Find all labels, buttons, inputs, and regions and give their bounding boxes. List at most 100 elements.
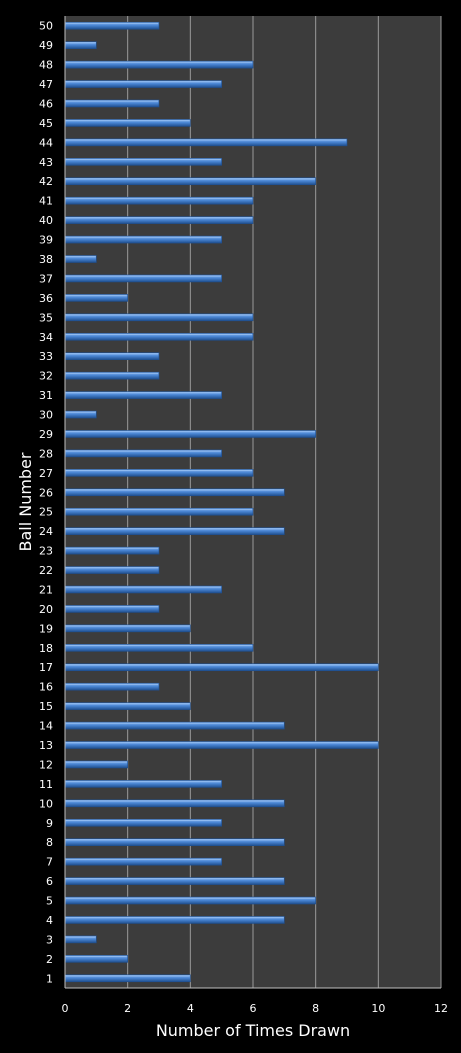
bar-ball-19 <box>64 624 191 633</box>
bar-ball-4 <box>64 916 285 924</box>
x-tick-label: 8 <box>312 1002 319 1015</box>
y-tick-label: 7 <box>46 856 53 869</box>
bar-ball-14 <box>64 721 285 730</box>
y-tick-label: 12 <box>39 758 53 771</box>
y-axis-title: Ball Number <box>16 452 35 551</box>
axes <box>64 16 441 989</box>
y-tick-label: 9 <box>46 817 53 830</box>
y-tick-label: 18 <box>39 642 53 655</box>
bar-ball-43 <box>64 158 222 166</box>
y-tick-labels: 1234567891011121314151617181920212223242… <box>39 20 53 986</box>
y-tick-label: 22 <box>39 564 53 577</box>
x-tick-labels: 0 2 4 6 8 10 12 <box>62 1002 449 1015</box>
bar-ball-38 <box>64 255 97 263</box>
y-tick-label: 1 <box>46 972 53 985</box>
y-tick-label: 19 <box>39 622 53 635</box>
y-tick-label: 34 <box>39 331 53 344</box>
bar-ball-36 <box>64 294 128 302</box>
y-tick-label: 41 <box>39 195 53 208</box>
y-tick-label: 14 <box>39 720 53 733</box>
bar-ball-33 <box>64 352 160 361</box>
bar-ball-37 <box>64 274 222 283</box>
y-tick-label: 15 <box>39 700 53 713</box>
bar-ball-35 <box>64 313 254 322</box>
y-tick-label: 48 <box>39 59 53 72</box>
y-tick-label: 13 <box>39 739 53 752</box>
x-tick-label: 10 <box>371 1002 385 1015</box>
bar-ball-5 <box>64 896 316 905</box>
bar-ball-11 <box>64 780 222 788</box>
x-tick-label: 0 <box>62 1002 69 1015</box>
y-tick-label: 24 <box>39 525 53 538</box>
bar-ball-21 <box>64 585 222 594</box>
y-tick-label: 39 <box>39 234 53 247</box>
y-tick-label: 17 <box>39 661 53 674</box>
y-tick-label: 27 <box>39 467 53 480</box>
bar-ball-42 <box>64 177 316 186</box>
y-tick-label: 33 <box>39 350 53 363</box>
y-tick-label: 10 <box>39 797 53 810</box>
y-tick-label: 30 <box>39 409 53 422</box>
bar-ball-20 <box>64 605 160 613</box>
bar-ball-2 <box>64 955 128 963</box>
bar-ball-17 <box>64 663 379 672</box>
y-tick-label: 6 <box>46 875 53 888</box>
y-tick-label: 47 <box>39 78 53 91</box>
bar-ball-29 <box>64 430 316 438</box>
y-tick-label: 42 <box>39 175 53 188</box>
bar-ball-18 <box>64 643 254 652</box>
bar-ball-16 <box>64 682 160 691</box>
y-tick-label: 3 <box>46 933 53 946</box>
y-tick-label: 26 <box>39 486 53 499</box>
bar-ball-47 <box>64 80 222 88</box>
x-tick-label: 2 <box>124 1002 131 1015</box>
bar-ball-1 <box>64 974 191 983</box>
y-tick-label: 49 <box>39 39 53 52</box>
y-tick-label: 11 <box>39 778 53 791</box>
bar-ball-28 <box>64 449 222 458</box>
y-tick-label: 2 <box>46 953 53 966</box>
x-tick-label: 6 <box>250 1002 257 1015</box>
y-tick-label: 4 <box>46 914 53 927</box>
y-tick-label: 44 <box>39 136 53 149</box>
bar-ball-10 <box>64 799 285 808</box>
y-tick-label: 32 <box>39 370 53 383</box>
y-tick-label: 20 <box>39 603 53 616</box>
y-tick-label: 40 <box>39 214 53 227</box>
y-tick-label: 23 <box>39 545 53 558</box>
y-tick-label: 29 <box>39 428 53 441</box>
y-tick-label: 28 <box>39 447 53 460</box>
bar-ball-12 <box>64 760 128 769</box>
y-tick-label: 46 <box>39 97 53 110</box>
bar-ball-49 <box>64 41 97 49</box>
bar-ball-46 <box>64 99 160 108</box>
y-tick-label: 37 <box>39 272 53 285</box>
bar-ball-32 <box>64 371 160 380</box>
bar-ball-48 <box>64 60 254 69</box>
bar-ball-30 <box>64 410 97 419</box>
y-tick-label: 38 <box>39 253 53 266</box>
bar-ball-26 <box>64 488 285 497</box>
bar-ball-40 <box>64 216 254 224</box>
bar-ball-3 <box>64 935 97 944</box>
bar-ball-22 <box>64 566 160 574</box>
y-tick-label: 45 <box>39 117 53 130</box>
bar-ball-44 <box>64 138 348 147</box>
y-tick-label: 35 <box>39 311 53 324</box>
bar-ball-8 <box>64 838 285 847</box>
bar-ball-23 <box>64 546 160 555</box>
bar-ball-6 <box>64 877 285 885</box>
bar-ball-31 <box>64 391 222 399</box>
y-tick-label: 21 <box>39 583 53 596</box>
x-axis-title: Number of Times Drawn <box>156 1021 350 1040</box>
bar-ball-25 <box>64 507 254 516</box>
bar-ball-24 <box>64 527 285 535</box>
bar-ball-7 <box>64 857 222 866</box>
x-tick-label: 12 <box>434 1002 448 1015</box>
y-tick-label: 50 <box>39 20 53 33</box>
bar-ball-27 <box>64 469 254 477</box>
bar-ball-9 <box>64 818 222 827</box>
bar-ball-13 <box>64 741 379 749</box>
